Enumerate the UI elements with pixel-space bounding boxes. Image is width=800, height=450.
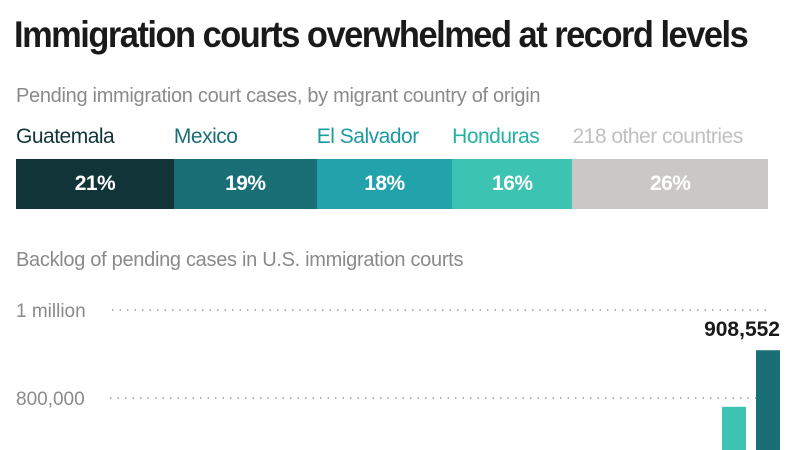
share-category-label: 218 other countries <box>572 125 743 148</box>
share-value-label: 16% <box>492 172 533 195</box>
share-stacked-bar: 21% 19% 18% 16% 26% <box>16 159 768 209</box>
backlog-value-label: 908,552 <box>704 318 780 341</box>
share-value-label: 18% <box>364 172 405 195</box>
chart-title: Immigration courts overwhelmed at record… <box>14 14 749 55</box>
share-segment: 19% <box>173 159 317 209</box>
share-value-label: 21% <box>74 172 116 195</box>
share-category-label: Mexico <box>173 125 238 148</box>
backlog-chart-subtitle: Backlog of pending cases in U.S. immigra… <box>16 249 464 271</box>
share-category-label: El Salvador <box>316 125 419 148</box>
backlog-bar <box>756 350 780 450</box>
share-chart-subtitle: Pending immigration court cases, by migr… <box>16 85 541 107</box>
y-tick-label: 1 million <box>16 301 86 322</box>
backlog-bar <box>722 406 746 450</box>
share-segment: 26% <box>572 159 768 209</box>
share-legend: Guatemala Mexico El Salvador Honduras 218 ot… <box>16 125 768 155</box>
share-value-label: 19% <box>225 172 266 195</box>
share-value-label: 26% <box>649 172 691 195</box>
share-category-label: Honduras <box>452 125 540 148</box>
share-segment: 16% <box>452 159 573 209</box>
share-segment: 21% <box>16 159 174 209</box>
y-tick-label: 800,000 <box>16 389 85 410</box>
backlog-chart: 1 million 800,000 908,552 <box>16 301 780 450</box>
share-category-label: Guatemala <box>16 125 115 148</box>
share-segment: 18% <box>316 159 453 209</box>
